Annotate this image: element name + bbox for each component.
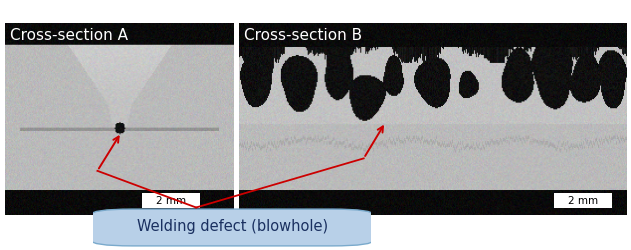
Bar [555,194,612,208]
FancyBboxPatch shape [91,209,374,246]
Text: Cross-section B: Cross-section B [244,28,363,43]
Bar [142,194,199,208]
Text: Cross-section A: Cross-section A [10,28,128,43]
Text: Welding defect (blowhole): Welding defect (blowhole) [137,219,327,234]
Text: 2 mm: 2 mm [568,196,598,206]
Text: 2 mm: 2 mm [156,196,186,206]
